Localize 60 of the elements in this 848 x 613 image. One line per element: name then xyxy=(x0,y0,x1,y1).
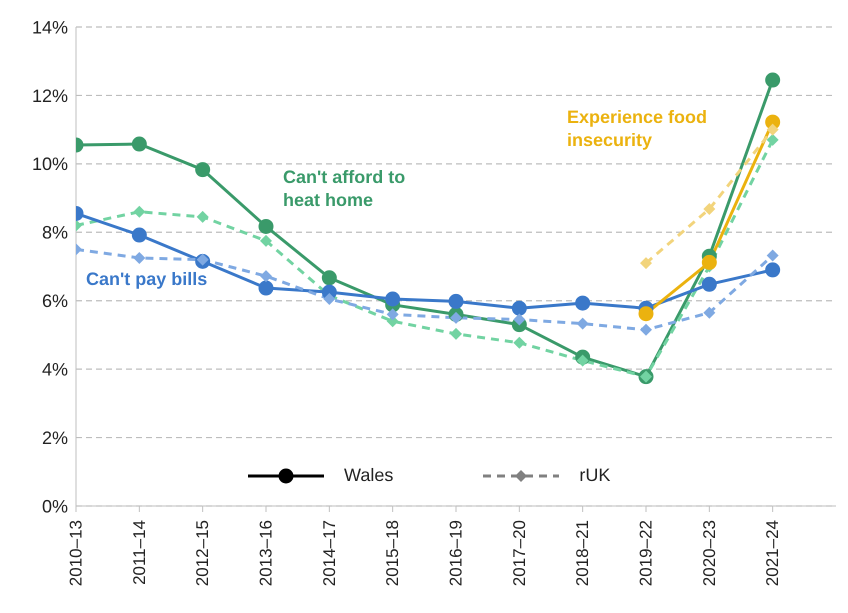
x-tick-label: 2018–21 xyxy=(573,520,592,586)
point xyxy=(512,300,527,316)
point xyxy=(322,270,337,286)
point xyxy=(133,252,146,264)
series-label: Can't afford to heat home xyxy=(283,167,406,210)
legend-label: rUK xyxy=(579,465,610,486)
point xyxy=(576,354,589,367)
point xyxy=(260,270,272,282)
x-tick-label: 2020–23 xyxy=(700,520,719,586)
point xyxy=(450,328,462,340)
y-tick-label: 6% xyxy=(42,291,68,312)
series-label: Can't pay bills xyxy=(86,269,208,289)
y-tick-label: 2% xyxy=(42,428,68,448)
point xyxy=(132,136,147,152)
x-tick-label: 2011–14 xyxy=(130,520,149,585)
y-tick-label: 8% xyxy=(42,222,68,243)
x-tick-label: 2013–16 xyxy=(256,520,276,586)
y-tick-label: 0% xyxy=(42,496,68,516)
point xyxy=(132,228,147,243)
point xyxy=(195,162,210,178)
x-tick-label: 2015–18 xyxy=(383,520,402,586)
point xyxy=(638,306,654,322)
point xyxy=(703,203,716,216)
x-tick-label: 2010–13 xyxy=(66,520,86,586)
x-tick-label: 2016–19 xyxy=(446,520,466,586)
point xyxy=(766,124,779,136)
point xyxy=(765,262,780,278)
point xyxy=(260,234,272,247)
point xyxy=(258,218,274,234)
point xyxy=(385,292,400,307)
point xyxy=(640,324,652,336)
point xyxy=(450,312,462,324)
x-tick-label: 2012–15 xyxy=(193,520,212,586)
y-tick-label: 12% xyxy=(32,86,68,106)
point xyxy=(766,134,779,146)
point xyxy=(703,306,716,319)
legend-label: Wales xyxy=(344,465,394,486)
point xyxy=(448,294,464,309)
point xyxy=(576,318,589,330)
x-tick-label: 2017–20 xyxy=(510,520,529,586)
point xyxy=(196,254,209,266)
y-tick-label: 10% xyxy=(32,154,68,174)
point xyxy=(133,206,146,218)
text: Experience food insecurity xyxy=(567,107,708,150)
point xyxy=(513,314,526,326)
point xyxy=(765,72,780,88)
point xyxy=(386,308,399,320)
x-tick-label: 2019–22 xyxy=(636,520,656,586)
y-tick-label: 4% xyxy=(42,360,68,380)
point xyxy=(258,280,274,296)
point xyxy=(640,257,652,270)
x-tick-label: 2014–17 xyxy=(320,520,339,586)
point xyxy=(766,250,779,262)
point xyxy=(196,210,209,223)
point xyxy=(323,293,336,306)
x-tick-label: 2021–24 xyxy=(763,520,782,586)
y-tick-label: 14% xyxy=(32,17,68,38)
point xyxy=(702,276,717,292)
point xyxy=(575,296,590,311)
point xyxy=(513,336,526,349)
